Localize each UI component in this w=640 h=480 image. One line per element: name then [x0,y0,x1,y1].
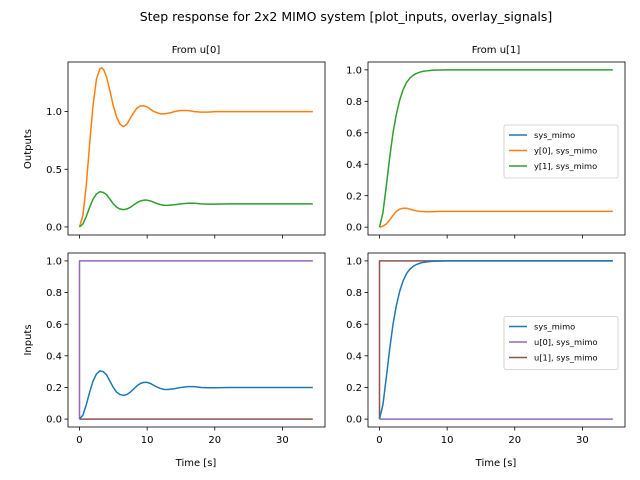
y-tick-label: 0.8 [46,288,62,299]
y-tick-label: 0.6 [46,320,62,331]
figure-title: Step response for 2x2 MIMO system [plot_… [140,9,553,24]
series-line-y-0-sys-mimo [78,67,313,228]
y-tick-label: 0.0 [46,415,62,426]
y-tick-label: 0.2 [346,383,362,394]
y-tick-label: 0.6 [346,320,362,331]
y-tick-label: 0.2 [346,191,362,202]
axes-frame [67,61,326,236]
y-tick-label: 0.8 [346,288,362,299]
x-tick-label: 10 [441,435,454,446]
row-label-inputs: Inputs [23,324,34,355]
series-line-sys-mimo [78,370,313,420]
legend: sys_mimo y[0], sys_mimo y[1], sys_mimo [503,124,619,179]
panel-inputs-from-u0: 0 10 20 30 0.0 0.2 0.4 0.6 0.8 1.0 [46,252,326,446]
panel-inputs-from-u1: 0 10 20 30 0.0 0.2 0.4 0.6 0.8 1.0 sys_mimo u[0], s… [346,252,626,446]
series-line-u-0-sys-mimo [78,260,313,420]
x-tick-label: 20 [508,435,521,446]
x-tick-label: 30 [276,435,289,446]
y-tick-label: 0.0 [346,415,362,426]
legend-box [503,124,619,179]
y-tick-label: 1.0 [346,65,362,76]
y-tick-label: 1.0 [46,257,62,268]
xlabel-right: Time [s] [475,458,517,469]
y-tick-label: 1.0 [346,257,362,268]
legend-box [503,316,619,370]
legend-label: sys_mimo [534,322,575,332]
y-tick-label: 0.5 [46,165,62,176]
legend-label: y[1], sys_mimo [534,161,597,171]
y-tick-label: 0.4 [346,160,362,171]
y-tick-label: 0.0 [346,223,362,234]
x-tick-label: 30 [576,435,589,446]
legend-label: sys_mimo [534,130,575,140]
x-tick-label: 10 [141,435,154,446]
axes-frame [67,252,326,428]
y-tick-label: 0.4 [46,351,62,362]
series-line-y-0-sys-mimo [379,207,613,228]
axes-frame [367,61,626,236]
y-tick-label: 0.4 [346,351,362,362]
y-tick-label: 1.0 [46,107,62,118]
x-tick-label: 0 [76,435,82,446]
y-tick-label: 0.0 [46,223,62,234]
x-tick-label: 0 [376,435,382,446]
legend-label: y[0], sys_mimo [534,146,597,156]
column-title-u0: From u[0] [172,45,221,56]
y-tick-label: 0.6 [346,128,362,139]
series-line-sys-mimo [378,260,613,420]
y-tick-label: 0.8 [346,97,362,108]
legend-label: u[1], sys_mimo [534,353,598,363]
row-label-outputs: Outputs [23,129,34,169]
column-title-u1: From u[1] [472,45,521,56]
legend: sys_mimo u[0], sys_mimo u[1], sys_mimo [503,316,619,370]
xlabel-left: Time [s] [175,458,217,469]
axes-frame [367,252,626,428]
y-tick-label: 0.2 [46,383,62,394]
panel-outputs-from-u1: 0.0 0.2 0.4 0.6 0.8 1.0 sys_mimo y[0], sys_mimo… [346,61,626,239]
series-line-y-1-sys-mimo [378,69,613,228]
legend-label: u[0], sys_mimo [534,337,598,347]
series-line-y-1-sys-mimo [79,191,313,228]
x-tick-label: 20 [208,435,221,446]
panel-outputs-from-u0: 0.0 0.5 1.0 [46,61,326,239]
